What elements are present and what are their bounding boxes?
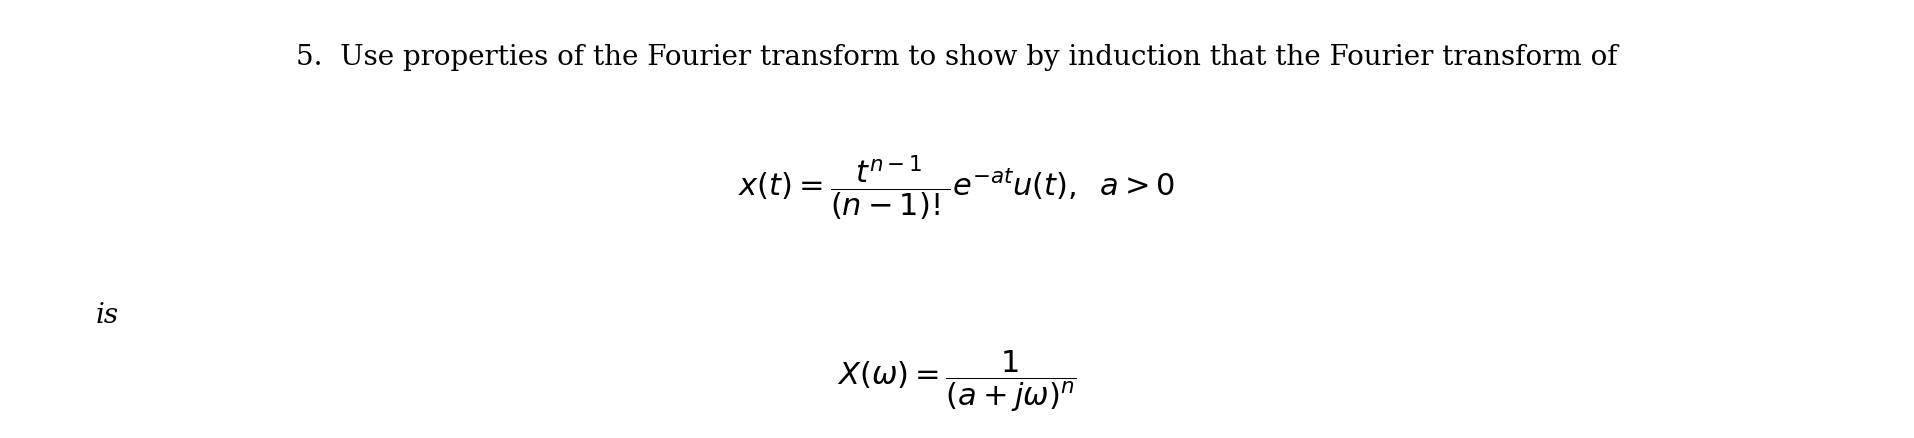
Text: is: is [96,302,119,329]
Text: $X(\omega) = \dfrac{1}{(a + j\omega)^{n}}$: $X(\omega) = \dfrac{1}{(a + j\omega)^{n}… [836,348,1078,414]
Text: 5.  Use properties of the Fourier transform to show by induction that the Fourie: 5. Use properties of the Fourier transfo… [297,44,1617,71]
Text: $x(t) = \dfrac{t^{n-1}}{(n-1)!}e^{-at}u(t), \;\; a > 0$: $x(t) = \dfrac{t^{n-1}}{(n-1)!}e^{-at}u(… [739,154,1175,223]
